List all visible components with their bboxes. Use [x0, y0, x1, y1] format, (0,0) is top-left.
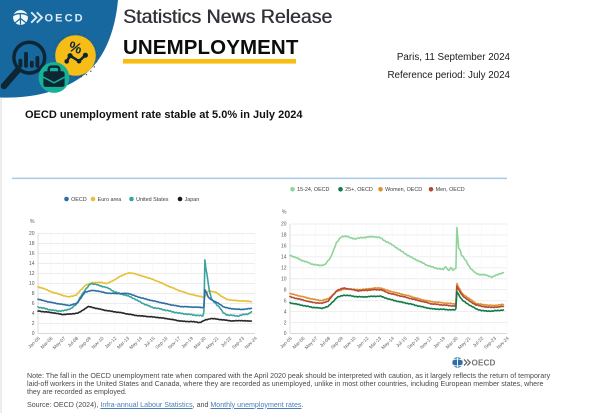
svg-text:2: 2	[32, 321, 35, 327]
svg-text:Nov-10: Nov-10	[342, 335, 356, 349]
svg-text:6: 6	[284, 298, 287, 304]
svg-text:12: 12	[29, 271, 35, 277]
svg-text:Men, OECD: Men, OECD	[436, 187, 465, 193]
svg-text:16: 16	[281, 244, 287, 250]
svg-text:16: 16	[29, 251, 35, 257]
svg-text:Jan-12: Jan-12	[356, 335, 370, 349]
svg-text:Jan-19: Jan-19	[432, 335, 446, 349]
svg-text:4: 4	[284, 309, 287, 315]
svg-text:Sep-23: Sep-23	[483, 335, 498, 350]
svg-text:OECD: OECD	[45, 12, 85, 24]
svg-text:14: 14	[281, 255, 287, 261]
svg-text:Nov-17: Nov-17	[419, 335, 433, 349]
svg-text:May-07: May-07	[304, 335, 319, 350]
svg-text:0: 0	[284, 331, 287, 337]
svg-text:May-14: May-14	[128, 335, 143, 350]
svg-text:%: %	[282, 210, 287, 216]
svg-text:Sep-09: Sep-09	[78, 335, 93, 350]
svg-text:May-21: May-21	[205, 335, 220, 350]
svg-text:May-14: May-14	[380, 335, 395, 350]
svg-text:Jan-12: Jan-12	[104, 335, 118, 349]
svg-text:Jan-05: Jan-05	[279, 335, 293, 349]
svg-text:15-24, OECD: 15-24, OECD	[297, 187, 329, 193]
svg-text:12: 12	[281, 266, 287, 272]
svg-text:25+, OECD: 25+, OECD	[345, 187, 373, 193]
svg-text:OECD: OECD	[71, 197, 87, 203]
svg-text:10: 10	[29, 281, 35, 287]
svg-text:8: 8	[32, 291, 35, 297]
svg-text:14: 14	[29, 261, 35, 267]
svg-text:10: 10	[281, 276, 287, 282]
svg-text:Jan-19: Jan-19	[180, 335, 194, 349]
svg-text:Sep-09: Sep-09	[330, 335, 345, 350]
svg-text:%: %	[30, 219, 35, 225]
svg-text:Sep-23: Sep-23	[231, 335, 246, 350]
svg-text:Sep-16: Sep-16	[154, 335, 169, 350]
svg-text:Nov-17: Nov-17	[167, 335, 181, 349]
svg-text:%: %	[67, 39, 84, 58]
svg-text:Nov-24: Nov-24	[244, 335, 258, 349]
svg-text:Euro area: Euro area	[98, 197, 122, 203]
svg-text:18: 18	[281, 233, 287, 239]
svg-text:United States: United States	[136, 197, 169, 203]
svg-text:8: 8	[284, 287, 287, 293]
svg-text:20: 20	[29, 231, 35, 237]
svg-text:OECD: OECD	[472, 359, 496, 368]
svg-text:0: 0	[32, 331, 35, 337]
svg-text:May-07: May-07	[52, 335, 67, 350]
svg-text:4: 4	[32, 311, 35, 317]
svg-text:6: 6	[32, 301, 35, 307]
svg-text:Nov-24: Nov-24	[496, 335, 510, 349]
svg-text:Sep-16: Sep-16	[406, 335, 421, 350]
svg-text:Jan-05: Jan-05	[27, 335, 41, 349]
svg-text:Women, OECD: Women, OECD	[385, 187, 422, 193]
svg-text:20: 20	[281, 222, 287, 228]
svg-text:Nov-10: Nov-10	[90, 335, 104, 349]
svg-text:Japan: Japan	[185, 197, 200, 203]
svg-text:2: 2	[284, 320, 287, 326]
svg-text:May-21: May-21	[457, 335, 472, 350]
svg-text:18: 18	[29, 241, 35, 247]
